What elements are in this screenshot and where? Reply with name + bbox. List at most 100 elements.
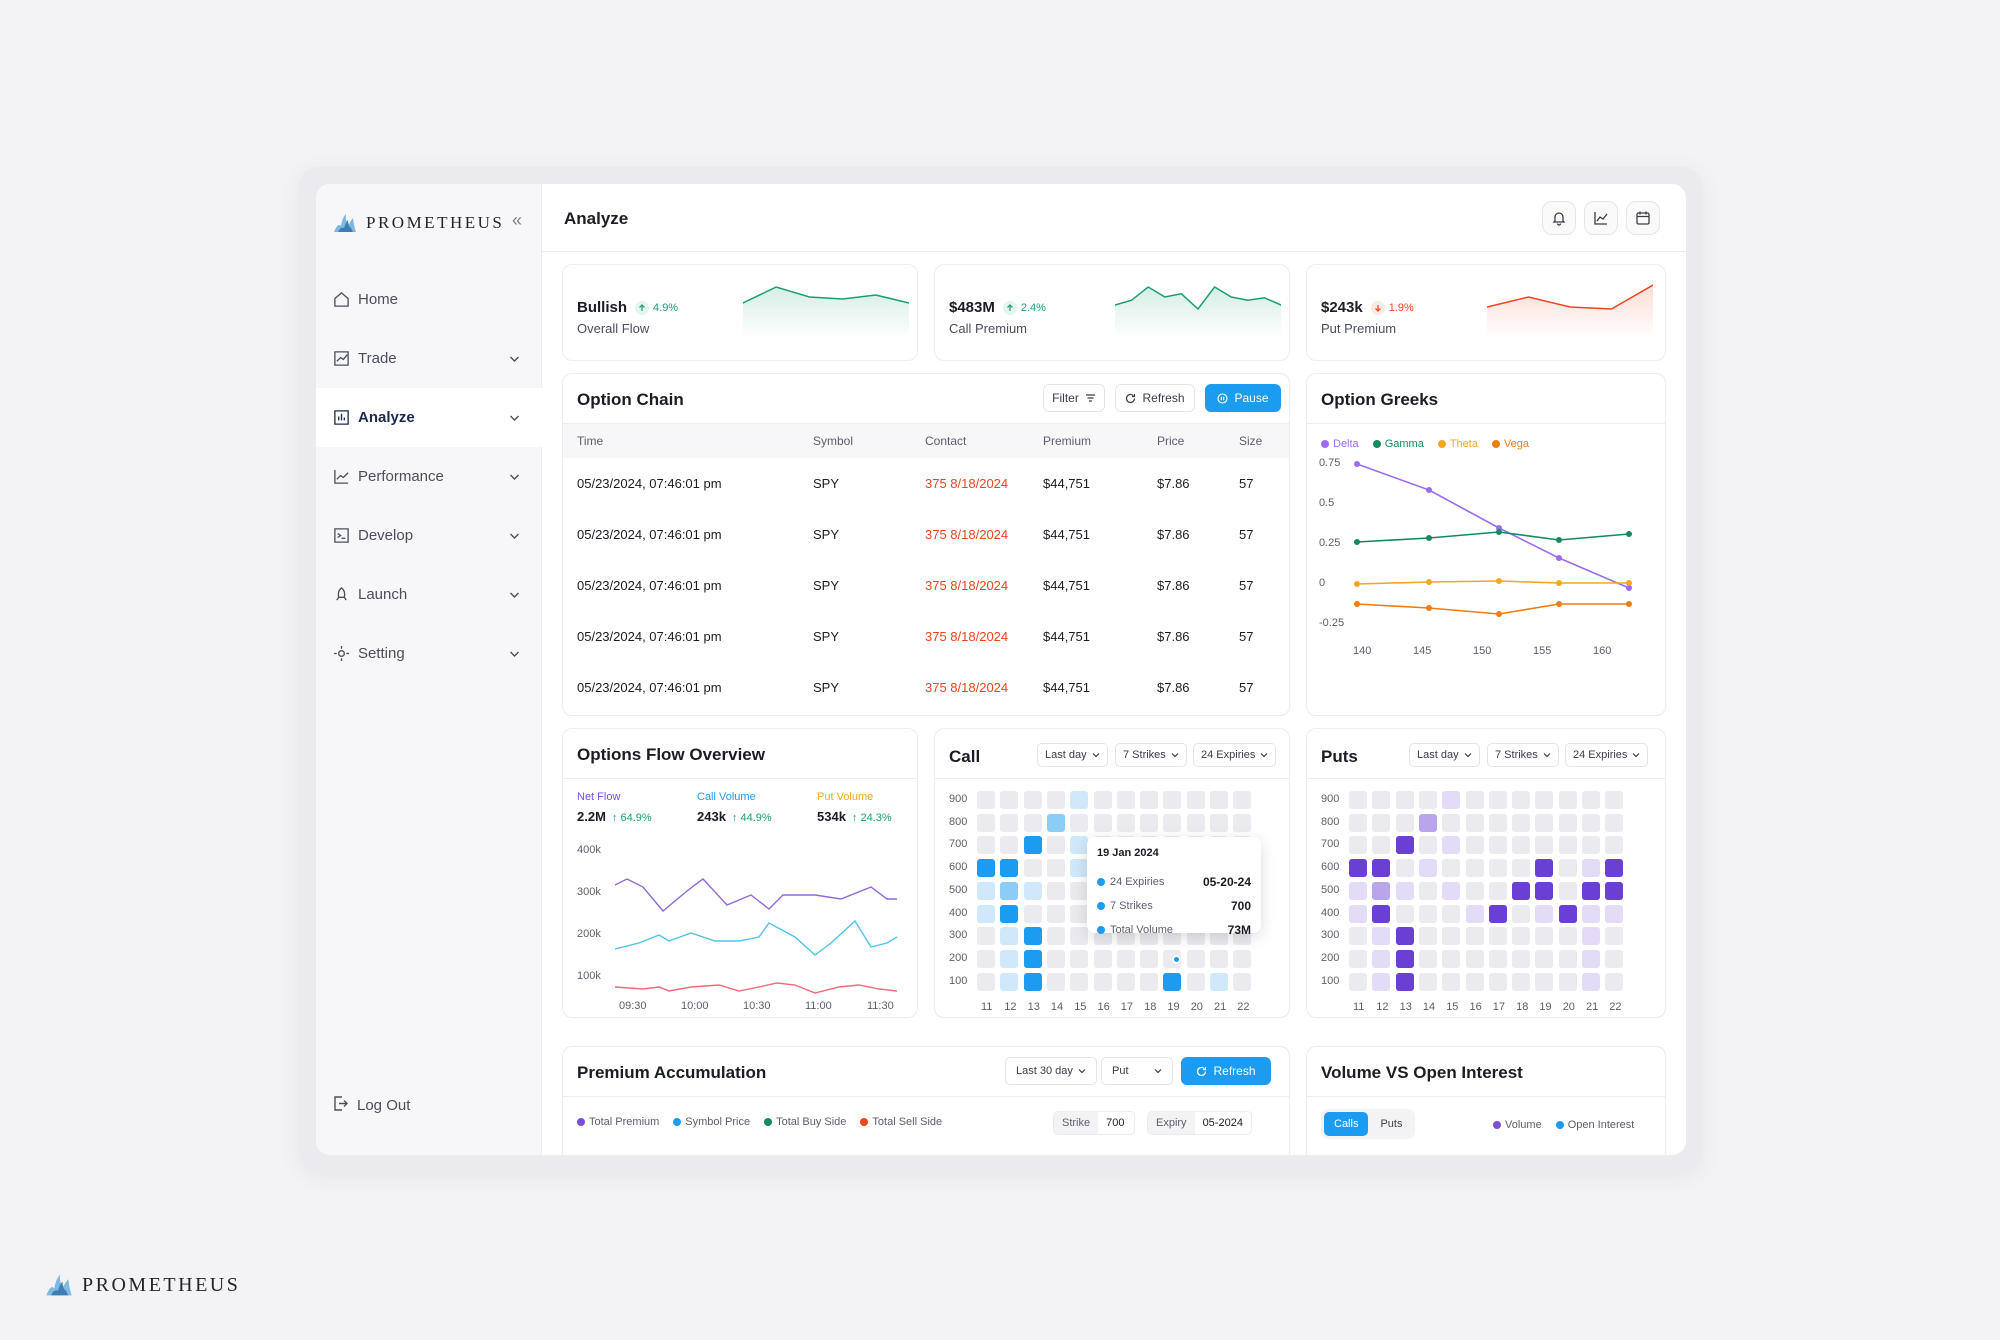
heatmap-cell[interactable] <box>1023 836 1042 855</box>
heatmap-cell[interactable] <box>1000 836 1019 855</box>
column-header[interactable]: Price <box>1157 434 1185 448</box>
greek-point[interactable] <box>1626 580 1632 586</box>
heatmap-cell[interactable] <box>1372 813 1391 832</box>
heatmap-cell[interactable] <box>1233 972 1252 991</box>
heatmap-cell[interactable] <box>1418 881 1437 900</box>
heatmap-cell[interactable] <box>1395 791 1414 809</box>
heatmap-cell[interactable] <box>977 927 995 946</box>
heatmap-cell[interactable] <box>1512 972 1531 991</box>
heatmap-cell[interactable] <box>1349 791 1367 809</box>
legend-item[interactable]: Vega <box>1491 438 1529 450</box>
heatmap-cell[interactable] <box>1163 972 1182 991</box>
legend-item[interactable]: Open Interest <box>1555 1119 1634 1131</box>
heatmap-cell[interactable] <box>1140 972 1159 991</box>
brand-logo[interactable]: PROMETHEUS <box>332 212 504 234</box>
heatmap-cell[interactable] <box>1512 813 1531 832</box>
heatmap-cell[interactable] <box>977 836 995 855</box>
greek-point[interactable] <box>1354 601 1360 607</box>
heatmap-cell[interactable] <box>1582 813 1600 832</box>
heatmap-cell[interactable] <box>1605 949 1624 968</box>
call-range-select[interactable]: Last day <box>1037 743 1108 767</box>
heatmap-cell[interactable] <box>1349 859 1367 878</box>
heatmap-cell[interactable] <box>977 949 995 968</box>
heatmap-cell[interactable] <box>1093 949 1112 968</box>
heatmap-cell[interactable] <box>1535 881 1554 900</box>
heatmap-cell[interactable] <box>1093 813 1112 832</box>
heatmap-cell[interactable] <box>1000 927 1019 946</box>
heatmap-cell[interactable] <box>1535 927 1554 946</box>
heatmap-cell[interactable] <box>1163 813 1182 832</box>
column-header[interactable]: Symbol <box>813 434 854 448</box>
heatmap-cell[interactable] <box>1442 881 1461 900</box>
heatmap-cell[interactable] <box>1140 791 1159 809</box>
heatmap-cell[interactable] <box>1395 972 1414 991</box>
heatmap-cell[interactable] <box>1023 927 1042 946</box>
greek-point[interactable] <box>1496 611 1502 617</box>
heatmap-cell[interactable] <box>1140 949 1159 968</box>
heatmap-cell[interactable] <box>1488 927 1507 946</box>
legend-item[interactable]: Gamma <box>1372 438 1424 450</box>
sidebar-item-home[interactable]: Home <box>316 270 542 329</box>
greek-point[interactable] <box>1556 555 1562 561</box>
heatmap-cell[interactable] <box>1605 881 1624 900</box>
heatmap-cell[interactable] <box>1372 972 1391 991</box>
heatmap-cell[interactable] <box>1070 836 1089 855</box>
legend-item[interactable]: Theta <box>1437 438 1478 450</box>
heatmap-cell[interactable] <box>1046 836 1065 855</box>
heatmap-cell[interactable] <box>1070 881 1089 900</box>
heatmap-cell[interactable] <box>1558 791 1577 809</box>
heatmap-cell[interactable] <box>1582 836 1600 855</box>
legend-item[interactable]: Volume <box>1493 1119 1542 1131</box>
greek-point[interactable] <box>1496 578 1502 584</box>
heatmap-cell[interactable] <box>1605 813 1624 832</box>
chevron-down-icon[interactable] <box>509 586 520 603</box>
greek-point[interactable] <box>1426 605 1432 611</box>
heatmap-cell[interactable] <box>1605 791 1624 809</box>
column-header[interactable]: Premium <box>1043 434 1092 448</box>
heatmap-cell[interactable] <box>1372 836 1391 855</box>
heatmap-cell[interactable] <box>1465 949 1484 968</box>
heatmap-cell[interactable] <box>1488 859 1507 878</box>
heatmap-cell[interactable] <box>1093 972 1112 991</box>
heatmap-cell[interactable] <box>977 904 995 923</box>
heatmap-cell[interactable] <box>1465 881 1484 900</box>
heatmap-cell[interactable] <box>1046 859 1065 878</box>
heatmap-cell[interactable] <box>1605 836 1624 855</box>
heatmap-cell[interactable] <box>1372 949 1391 968</box>
heatmap-cell[interactable] <box>1023 859 1042 878</box>
heatmap-cell[interactable] <box>1210 972 1228 991</box>
legend-item[interactable]: Symbol Price <box>673 1116 750 1128</box>
heatmap-cell[interactable] <box>1535 813 1554 832</box>
heatmap-cell[interactable] <box>1558 904 1577 923</box>
chevron-down-icon[interactable] <box>509 468 520 485</box>
heatmap-cell[interactable] <box>1070 859 1089 878</box>
heatmap-cell[interactable] <box>1558 927 1577 946</box>
heatmap-cell[interactable] <box>1465 859 1484 878</box>
heatmap-cell[interactable] <box>1395 949 1414 968</box>
heatmap-cell[interactable] <box>1488 949 1507 968</box>
column-header[interactable]: Contact <box>925 434 967 448</box>
heatmap-cell[interactable] <box>1000 904 1019 923</box>
heatmap-cell[interactable] <box>1070 904 1089 923</box>
heatmap-cell[interactable] <box>1582 949 1600 968</box>
heatmap-cell[interactable] <box>1582 972 1600 991</box>
heatmap-cell[interactable] <box>1372 859 1391 878</box>
heatmap-cell[interactable] <box>1418 813 1437 832</box>
heatmap-cell[interactable] <box>1395 927 1414 946</box>
heatmap-cell[interactable] <box>1442 836 1461 855</box>
chart-button[interactable] <box>1584 201 1618 235</box>
heatmap-cell[interactable] <box>1070 972 1089 991</box>
heatmap-cell[interactable] <box>977 881 995 900</box>
heatmap-cell[interactable] <box>1558 972 1577 991</box>
heatmap-cell[interactable] <box>1395 881 1414 900</box>
heatmap-cell[interactable] <box>1488 904 1507 923</box>
greek-point[interactable] <box>1626 601 1632 607</box>
heatmap-cell[interactable] <box>1605 904 1624 923</box>
greek-point[interactable] <box>1354 581 1360 587</box>
heatmap-cell[interactable] <box>1558 813 1577 832</box>
heatmap-cell[interactable] <box>1395 904 1414 923</box>
heatmap-cell[interactable] <box>1582 927 1600 946</box>
table-row[interactable]: 05/23/2024, 07:46:01 pm SPY 375 8/18/2024 $… <box>563 560 1289 611</box>
heatmap-cell[interactable] <box>1116 972 1135 991</box>
sidebar-item-performance[interactable]: Performance <box>316 447 542 506</box>
